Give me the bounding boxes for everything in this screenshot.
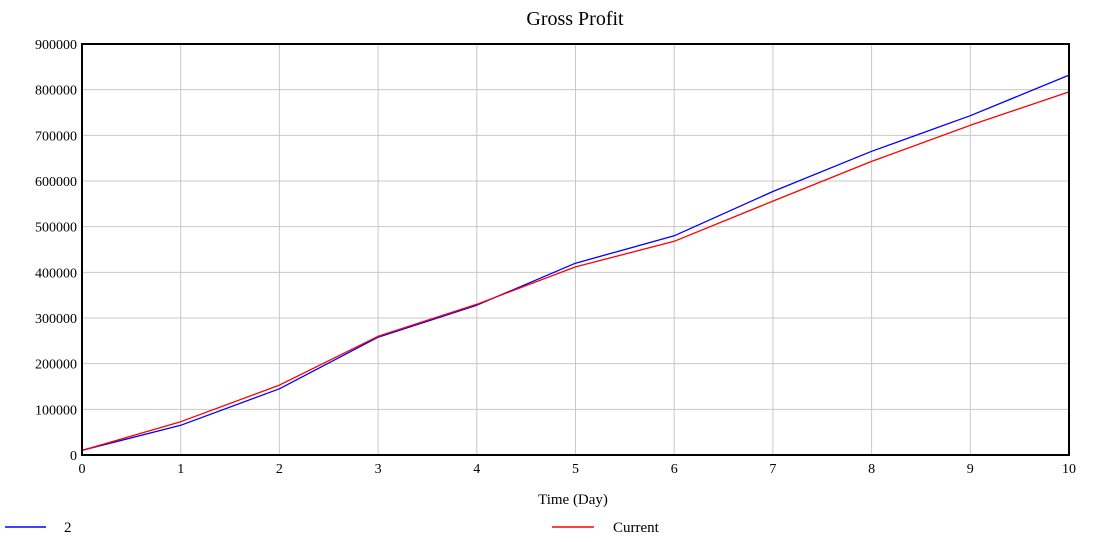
y-tick-label: 400000 (35, 266, 77, 281)
x-tick-label: 8 (868, 462, 875, 477)
chart-title: Gross Profit (526, 8, 624, 30)
x-tick-label: 4 (473, 462, 480, 477)
x-tick-label: 6 (671, 462, 678, 477)
y-tick-label: 700000 (35, 129, 77, 144)
y-tick-label: 200000 (35, 358, 77, 373)
series-lines (81, 74, 1070, 452)
y-tick-label: 900000 (35, 38, 77, 53)
y-axis-ticks: 0 100000 200000 300000 400000 500000 600000 700… (35, 38, 77, 464)
y-tick-label: 600000 (35, 175, 77, 190)
y-tick-label: 0 (70, 449, 77, 464)
x-tick-label: 9 (967, 462, 974, 477)
grid (81, 43, 1070, 456)
y-tick-label: 300000 (35, 312, 77, 327)
x-tick-label: 0 (79, 462, 86, 477)
x-tick-label: 3 (375, 462, 382, 477)
series-line-current (81, 91, 1070, 452)
x-tick-label: 2 (276, 462, 283, 477)
plot-frame (81, 43, 1070, 456)
legend: 2 Current (5, 520, 660, 536)
x-tick-label: 1 (177, 462, 184, 477)
y-tick-label: 100000 (35, 403, 77, 418)
y-tick-label: 500000 (35, 221, 77, 236)
x-axis-ticks: 0 1 2 3 4 5 6 7 8 9 10 (79, 462, 1077, 477)
series-line-two (81, 74, 1070, 452)
x-tick-label: 5 (572, 462, 579, 477)
y-tick-label: 800000 (35, 84, 77, 99)
x-axis-label: Time (Day) (538, 492, 608, 508)
legend-label: Current (613, 520, 660, 536)
x-tick-label: 10 (1062, 462, 1076, 477)
x-tick-label: 7 (769, 462, 776, 477)
legend-label: 2 (64, 520, 72, 536)
